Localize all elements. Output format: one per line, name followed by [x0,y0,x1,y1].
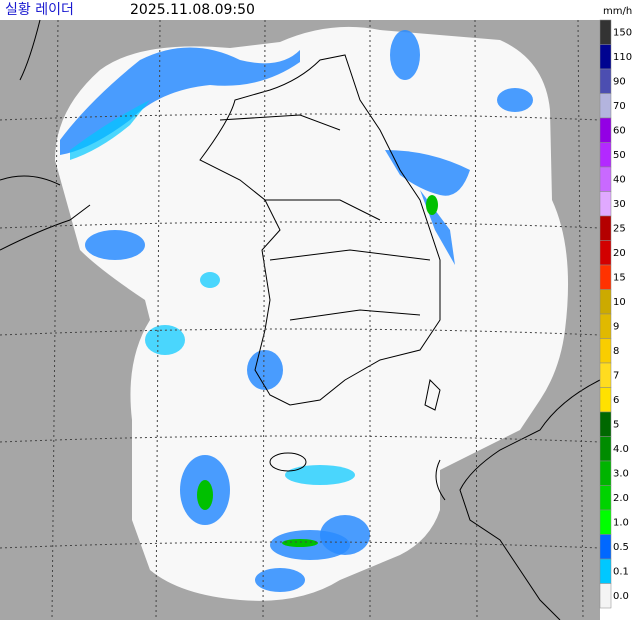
legend-label: 25 [613,223,626,234]
legend-label: 40 [613,174,626,185]
rain-area [85,230,145,260]
legend-label: 15 [613,272,626,283]
legend-label: 60 [613,125,626,136]
coastline [0,19,91,251]
rain-area [60,47,300,155]
legend-label: 110 [613,52,632,63]
rain-area [497,88,533,112]
legend-label: 9 [613,321,619,332]
legend-label: 1.0 [613,517,629,528]
legend-label: 0.0 [613,591,629,602]
legend-swatch [599,19,612,45]
legend-swatch [599,460,612,486]
jeju-island [269,452,307,472]
legend-label: 50 [613,150,626,161]
legend-swatch [599,44,612,70]
legend: 150 110 90 70 60 50 40 30 25 20 15 10 9 8 7 6 5 4.0 3.0 2.0… [599,19,632,609]
legend-swatch [599,93,612,119]
coastlines [0,19,601,620]
legend-swatch [599,117,612,143]
legend-swatch [599,191,612,217]
legend-swatch [599,509,612,535]
legend-label: 7 [613,370,619,381]
legend-swatch [599,583,612,609]
legend-swatch [599,558,612,584]
rain-area [70,100,150,160]
legend-swatch [599,215,612,241]
graticule [0,19,601,620]
legend-label: 6 [613,395,619,406]
rain-area [197,480,213,510]
legend-swatch [599,485,612,511]
map [0,19,601,620]
legend-swatch [599,313,612,339]
legend-swatch [599,387,612,413]
legend-swatch [599,142,612,168]
korean-peninsula [199,54,441,406]
grid-line [51,19,584,620]
precipitation [60,30,533,592]
rain-area [390,30,420,80]
rain-area [385,150,470,196]
legend-swatch [599,362,612,388]
legend-swatch [599,68,612,94]
rain-area [426,195,438,215]
page-title: 실황 레이더 [5,2,74,18]
timestamp: 2025.11.08.09:50 [130,2,255,18]
legend-label: 2.0 [613,493,629,504]
rain-area [320,515,370,555]
legend-swatch [599,411,612,437]
boundary [219,114,431,321]
rain-area [282,539,318,547]
legend-swatch [599,534,612,560]
rain-area [200,272,220,288]
legend-swatch [599,166,612,192]
legend-label: 0.1 [613,566,629,577]
rain-area [145,325,185,355]
header-bar [0,0,635,20]
rain-area [247,350,283,390]
legend-swatch [599,338,612,364]
rain-area [285,465,355,485]
legend-label: 8 [613,346,619,357]
legend-label: 10 [613,297,626,308]
legend-label: 3.0 [613,468,629,479]
legend-label: 90 [613,76,626,87]
legend-label: 30 [613,199,626,210]
coastline [435,379,601,620]
grid-line [0,113,601,549]
legend-label: 150 [613,27,632,38]
legend-label: 0.5 [613,542,629,553]
legend-swatch [599,289,612,315]
legend-label: 20 [613,248,626,259]
legend-swatch [599,240,612,266]
ulleung [424,378,441,411]
legend-label: 70 [613,101,626,112]
legend-swatch [599,264,612,290]
rain-area [255,568,305,592]
unit-label: mm/h [603,6,632,17]
legend-label: 4.0 [613,444,629,455]
legend-swatch [599,436,612,462]
legend-label: 5 [613,419,619,430]
